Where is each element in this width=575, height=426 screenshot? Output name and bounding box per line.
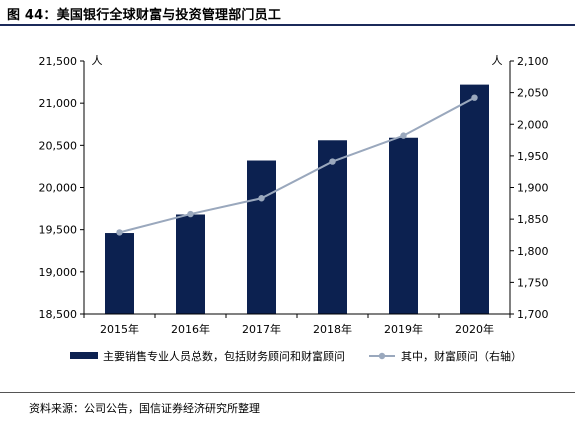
legend-line-marker [378, 352, 386, 360]
left-tick-label: 21,000 [39, 97, 78, 110]
left-tick-label: 19,500 [39, 224, 78, 237]
x-tick-label: 2017年 [242, 322, 281, 336]
right-tick-label: 1,800 [517, 245, 549, 258]
x-tick-label: 2018年 [313, 322, 352, 336]
legend-line-label: 其中，财富顾问（右轴） [401, 349, 522, 363]
line-point [471, 94, 478, 101]
line-point [258, 195, 265, 202]
left-tick-label: 20,500 [39, 139, 78, 152]
right-tick-label: 1,900 [517, 182, 549, 195]
bar [460, 84, 489, 314]
right-tick-label: 1,700 [517, 308, 549, 321]
legend-bar-swatch [70, 352, 98, 359]
left-tick-label: 21,500 [39, 55, 78, 68]
bar-series [105, 84, 489, 314]
x-tick-label: 2020年 [455, 322, 494, 336]
bar [247, 160, 276, 314]
right-tick-label: 1,750 [517, 276, 549, 289]
line-series [116, 94, 478, 236]
x-tick-label: 2019年 [384, 322, 423, 336]
line-point [116, 229, 123, 236]
left-tick-label: 20,000 [39, 182, 78, 195]
legend-bar-label: 主要销售专业人员总数，包括财务顾问和财富顾问 [103, 349, 345, 363]
x-tick-label: 2016年 [171, 322, 210, 336]
line-path [119, 96, 475, 234]
source-note: 资料来源：公司公告，国信证券经济研究所整理 [29, 402, 260, 415]
figure-title: 图 44：美国银行全球财富与投资管理部门员工 [7, 8, 282, 23]
right-axis-unit: 人 [492, 54, 503, 67]
line-point [329, 158, 336, 165]
right-tick-label: 2,050 [517, 87, 549, 100]
left-axis-unit: 人 [92, 54, 103, 67]
x-tick-label: 2015年 [100, 322, 139, 336]
right-tick-label: 2,000 [517, 118, 549, 131]
legend: 主要销售专业人员总数，包括财务顾问和财富顾问 其中，财富顾问（右轴） [70, 349, 522, 363]
left-axis: 18,500 19,000 19,500 20,000 20,500 21,000 21,5… [39, 55, 85, 321]
bar [105, 233, 134, 314]
right-tick-label: 1,950 [517, 150, 549, 163]
right-tick-label: 2,100 [517, 55, 549, 68]
left-tick-label: 18,500 [39, 308, 78, 321]
left-tick-label: 19,000 [39, 266, 78, 279]
title-divider [0, 24, 575, 26]
line-point [400, 132, 407, 139]
right-axis: 1,700 1,750 1,800 1,850 1,900 1,950 2,000 2,050… [509, 55, 549, 321]
line-point [187, 210, 194, 218]
bar [318, 140, 347, 314]
source-divider [0, 392, 575, 393]
bar [389, 137, 418, 314]
chart: 18,500 19,000 19,500 20,000 20,500 21,000 21,5… [39, 54, 549, 363]
bar [176, 214, 205, 314]
right-tick-label: 1,850 [517, 213, 549, 226]
x-axis: 2015年 2016年 2017年 2018年 2019年 2020年 [83, 313, 511, 336]
